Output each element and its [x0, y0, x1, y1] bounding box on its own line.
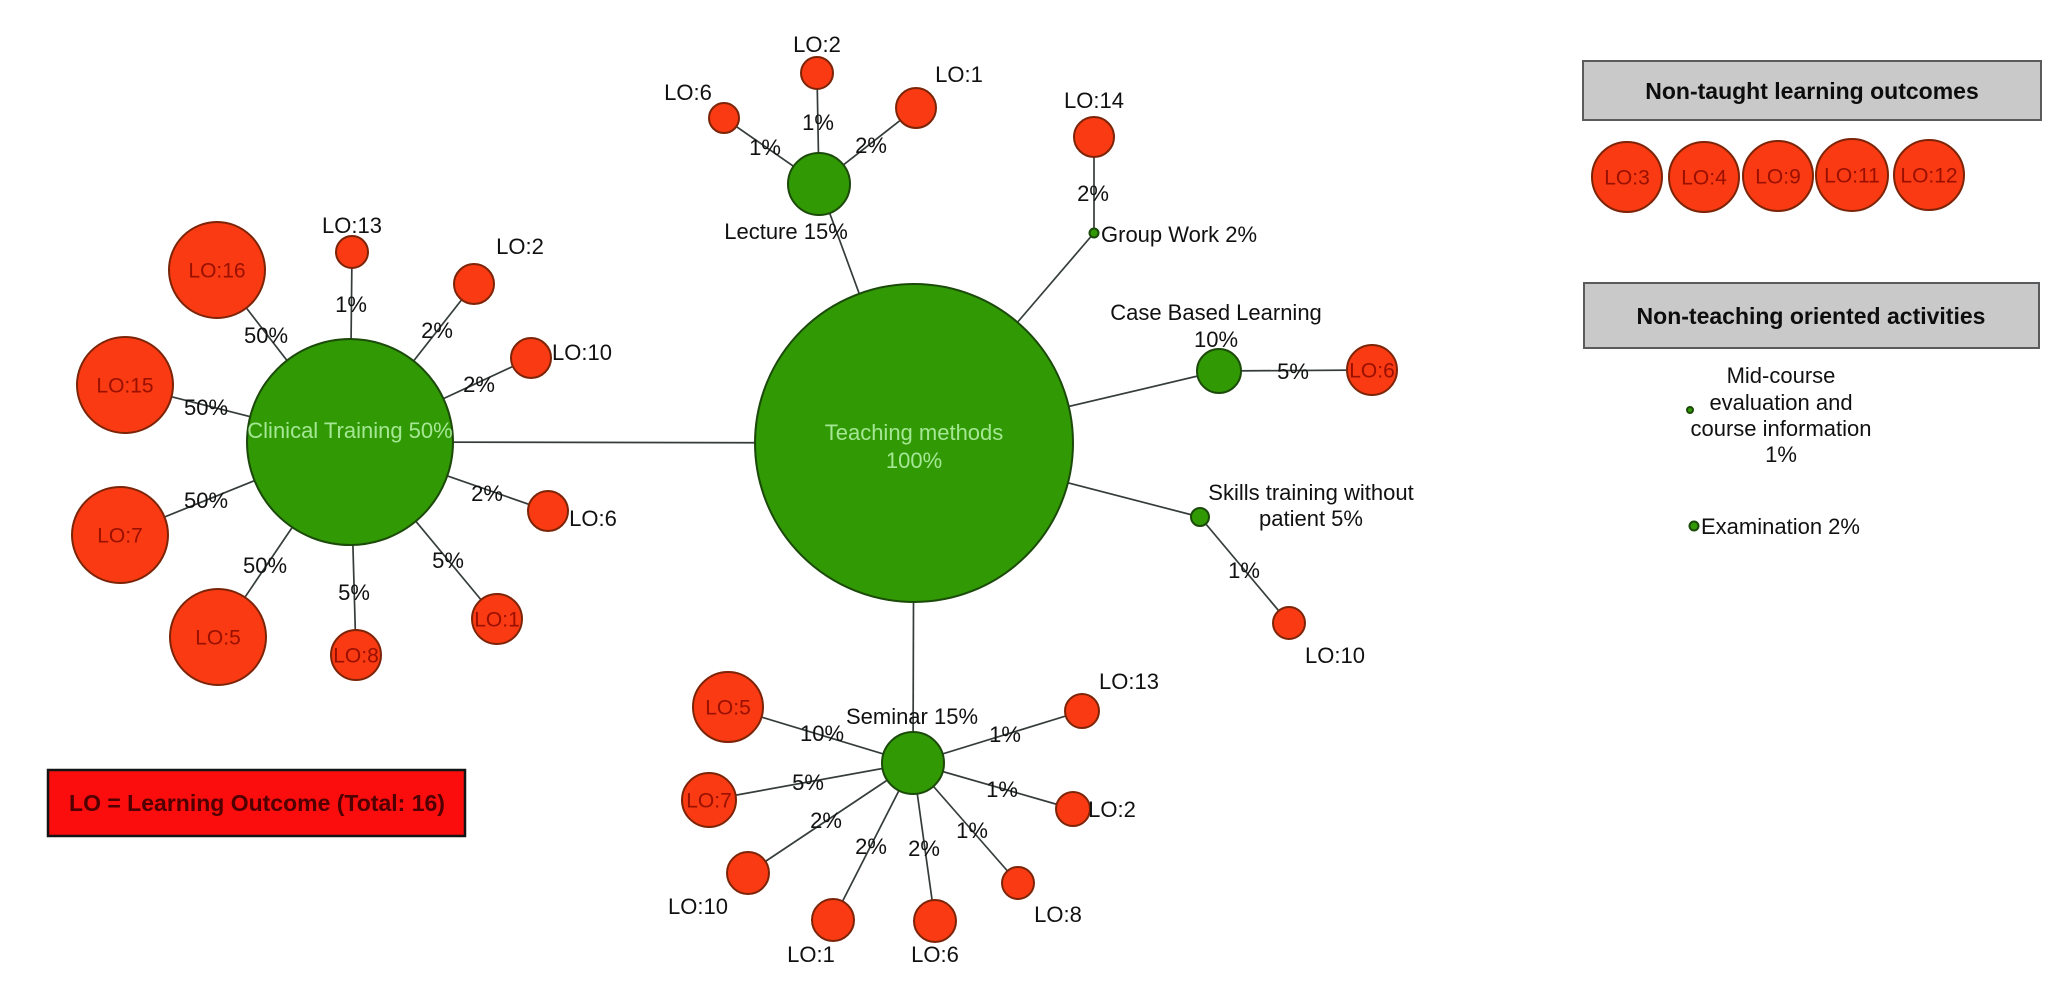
- svg-text:LO:7: LO:7: [686, 790, 732, 813]
- svg-text:LO:12: LO:12: [1900, 165, 1957, 188]
- svg-text:Teaching methods: Teaching methods: [825, 420, 1004, 445]
- svg-text:LO:15: LO:15: [96, 375, 153, 398]
- svg-text:LO:10: LO:10: [668, 894, 728, 919]
- svg-text:1%: 1%: [1228, 558, 1260, 583]
- svg-text:1%: 1%: [986, 777, 1018, 802]
- svg-text:LO:7: LO:7: [97, 525, 143, 548]
- svg-text:LO:13: LO:13: [322, 213, 382, 238]
- svg-text:5%: 5%: [1277, 359, 1309, 384]
- svg-text:LO:3: LO:3: [1604, 167, 1650, 190]
- svg-text:1%: 1%: [802, 110, 834, 135]
- svg-text:2%: 2%: [1077, 181, 1109, 206]
- svg-text:LO:14: LO:14: [1064, 88, 1124, 113]
- svg-text:50%: 50%: [243, 553, 287, 578]
- svg-text:Non-taught learning outcomes: Non-taught learning outcomes: [1645, 78, 1979, 104]
- svg-text:2%: 2%: [908, 836, 940, 861]
- svg-text:2%: 2%: [855, 834, 887, 859]
- svg-text:LO:8: LO:8: [1034, 902, 1082, 927]
- svg-text:Lecture 15%: Lecture 15%: [724, 219, 848, 244]
- svg-text:LO:6: LO:6: [911, 942, 959, 967]
- svg-text:Non-teaching oriented activiti: Non-teaching oriented activities: [1637, 303, 1986, 329]
- svg-text:2%: 2%: [471, 481, 503, 506]
- svg-text:LO:1: LO:1: [935, 62, 983, 87]
- svg-text:LO:1: LO:1: [787, 942, 835, 967]
- svg-text:LO:9: LO:9: [1755, 166, 1801, 189]
- svg-text:5%: 5%: [792, 770, 824, 795]
- svg-text:50%: 50%: [244, 323, 288, 348]
- svg-text:LO:5: LO:5: [705, 697, 751, 720]
- svg-text:LO = Learning Outcome (Total:: LO = Learning Outcome (Total: 16): [69, 790, 445, 816]
- svg-text:LO:11: LO:11: [1824, 165, 1880, 188]
- svg-text:Case Based Learning: Case Based Learning: [1110, 300, 1322, 325]
- svg-text:LO:6: LO:6: [569, 506, 617, 531]
- svg-text:Seminar 15%: Seminar 15%: [846, 704, 978, 729]
- svg-text:10%: 10%: [800, 721, 844, 746]
- svg-text:Skills training without: Skills training without: [1208, 480, 1413, 505]
- svg-text:1%: 1%: [335, 292, 367, 317]
- svg-text:2%: 2%: [421, 318, 453, 343]
- svg-text:LO:4: LO:4: [1681, 167, 1727, 190]
- svg-text:2%: 2%: [463, 372, 495, 397]
- svg-text:LO:10: LO:10: [552, 340, 612, 365]
- svg-text:LO:13: LO:13: [1099, 669, 1159, 694]
- svg-text:5%: 5%: [338, 580, 370, 605]
- svg-text:5%: 5%: [432, 548, 464, 573]
- svg-text:patient 5%: patient 5%: [1259, 506, 1363, 531]
- svg-text:LO:10: LO:10: [1305, 643, 1365, 668]
- svg-text:1%: 1%: [749, 135, 781, 160]
- svg-text:1%: 1%: [1765, 442, 1797, 467]
- svg-text:course information: course information: [1691, 416, 1872, 441]
- svg-text:LO:6: LO:6: [1349, 360, 1395, 383]
- svg-text:2%: 2%: [855, 133, 887, 158]
- svg-text:50%: 50%: [184, 395, 228, 420]
- svg-text:Examination 2%: Examination 2%: [1701, 514, 1860, 539]
- svg-text:100%: 100%: [886, 448, 942, 473]
- svg-text:10%: 10%: [1194, 327, 1238, 352]
- svg-text:50%: 50%: [184, 488, 228, 513]
- svg-text:1%: 1%: [956, 818, 988, 843]
- svg-text:LO:6: LO:6: [664, 80, 712, 105]
- svg-text:LO:5: LO:5: [195, 627, 241, 650]
- svg-text:LO:2: LO:2: [1088, 797, 1136, 822]
- svg-text:LO:1: LO:1: [474, 609, 520, 632]
- svg-text:Group Work 2%: Group Work 2%: [1101, 222, 1257, 247]
- svg-text:LO:2: LO:2: [793, 32, 841, 57]
- svg-text:2%: 2%: [810, 808, 842, 833]
- svg-text:1%: 1%: [989, 722, 1021, 747]
- svg-text:LO:8: LO:8: [333, 645, 379, 668]
- svg-text:LO:16: LO:16: [188, 260, 245, 283]
- svg-text:LO:2: LO:2: [496, 234, 544, 259]
- svg-text:Mid-course: Mid-course: [1727, 363, 1836, 388]
- svg-text:evaluation and: evaluation and: [1709, 390, 1852, 415]
- svg-text:Clinical Training 50%: Clinical Training 50%: [247, 418, 452, 443]
